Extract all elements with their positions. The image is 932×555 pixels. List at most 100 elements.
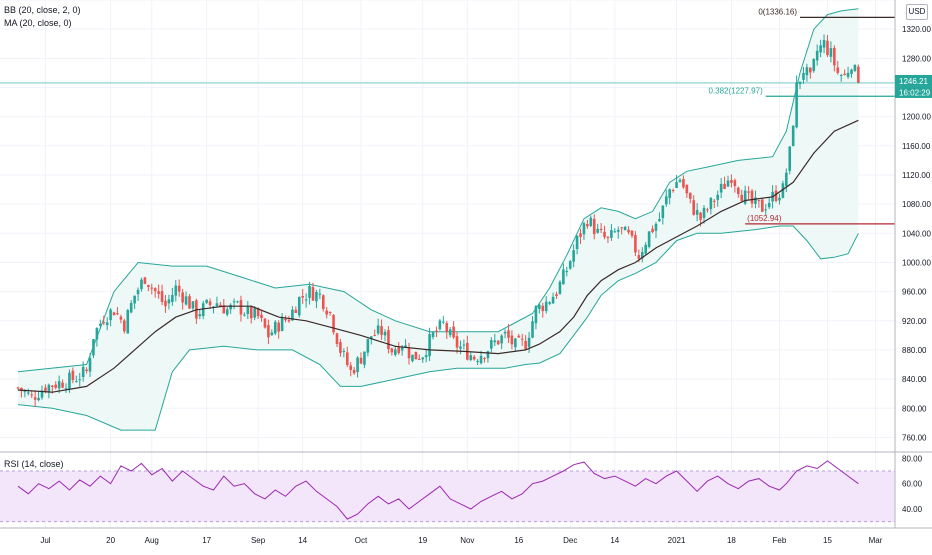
bb-legend[interactable]: BB (20, close, 2, 0) <box>4 5 81 15</box>
candle <box>664 189 668 207</box>
candle <box>335 332 339 348</box>
low-line-label: (1052.94) <box>747 214 782 223</box>
candle-body <box>78 379 82 381</box>
candle <box>376 318 380 336</box>
candle-body <box>754 197 757 204</box>
candle-body <box>833 47 836 66</box>
candle-body <box>64 388 68 390</box>
candle <box>452 320 455 339</box>
candle <box>263 318 267 329</box>
candle-body <box>620 227 623 229</box>
band-fill <box>18 8 859 431</box>
candle <box>678 178 682 183</box>
candle <box>826 34 829 58</box>
candle <box>476 358 479 365</box>
candle-body <box>442 321 445 323</box>
candle <box>311 282 315 301</box>
candle-body <box>719 183 723 193</box>
candle <box>126 308 130 334</box>
candle-body <box>287 320 291 322</box>
candle <box>788 146 792 175</box>
candle-body <box>785 172 788 187</box>
candle-body <box>411 354 414 362</box>
candle-body <box>644 244 647 254</box>
candle-body <box>586 224 589 227</box>
candle <box>462 339 466 350</box>
candle <box>205 299 208 305</box>
candle <box>164 295 167 313</box>
currency-button[interactable]: USD <box>906 4 928 20</box>
rsi-line <box>17 460 859 520</box>
candle <box>685 184 689 198</box>
candle <box>352 366 356 375</box>
rsi-tick-label: 60.00 <box>902 480 923 489</box>
candle <box>201 300 205 320</box>
candle <box>236 300 239 304</box>
candle <box>688 192 692 204</box>
candle <box>188 293 191 309</box>
candle-body <box>805 67 809 76</box>
candle <box>500 334 503 350</box>
candle <box>219 302 222 307</box>
candle <box>459 340 462 355</box>
candle-body <box>857 66 860 83</box>
time-tick-label: 14 <box>298 536 307 545</box>
candle <box>767 197 771 210</box>
candle <box>33 390 37 407</box>
candle <box>215 296 219 307</box>
candle-body <box>462 344 466 346</box>
candle <box>592 214 596 240</box>
ma-legend[interactable]: MA (20, close, 0) <box>4 18 72 28</box>
candle <box>658 212 661 223</box>
candle <box>373 329 377 337</box>
time-tick-label: Oct <box>355 536 368 545</box>
candle <box>743 185 747 206</box>
candle-body <box>812 59 816 72</box>
candle-body <box>778 197 781 201</box>
candle-body <box>198 314 202 317</box>
candle-body <box>160 291 164 303</box>
candle <box>308 281 311 305</box>
candle <box>606 236 610 243</box>
candle-body <box>359 357 363 364</box>
candle-body <box>143 277 147 284</box>
candle-body <box>699 212 702 220</box>
candle-body <box>33 397 37 400</box>
candle-body <box>781 183 785 198</box>
candle-body <box>654 223 658 231</box>
candle <box>809 67 812 79</box>
candle <box>843 69 846 76</box>
candle <box>541 302 545 318</box>
candle <box>712 198 716 209</box>
candle <box>174 280 178 302</box>
candle-body <box>503 331 507 334</box>
candle-body <box>215 303 219 307</box>
candle-body <box>791 125 795 147</box>
candle-body <box>174 285 178 296</box>
candle-body <box>232 301 236 303</box>
candle-body <box>435 330 438 332</box>
candle-body <box>51 385 54 387</box>
candle-body <box>589 217 593 226</box>
candle-body <box>136 289 140 295</box>
candle-body <box>373 335 377 337</box>
time-tick-label: 16 <box>514 536 523 545</box>
candle-body <box>171 295 174 302</box>
candle-body <box>706 209 709 211</box>
candle-body <box>30 394 34 396</box>
candle <box>709 197 713 215</box>
candle <box>253 306 256 321</box>
price-tick-label: 1000.00 <box>902 258 931 267</box>
candle-body <box>483 357 486 359</box>
candle-body <box>490 340 493 349</box>
candle-body <box>263 318 267 328</box>
candle-body <box>809 67 812 73</box>
candle <box>442 315 445 325</box>
candle <box>383 329 387 342</box>
candle <box>140 277 143 292</box>
candle <box>267 319 270 345</box>
rsi-legend[interactable]: RSI (14, close) <box>4 459 64 469</box>
candle-body <box>664 196 668 205</box>
